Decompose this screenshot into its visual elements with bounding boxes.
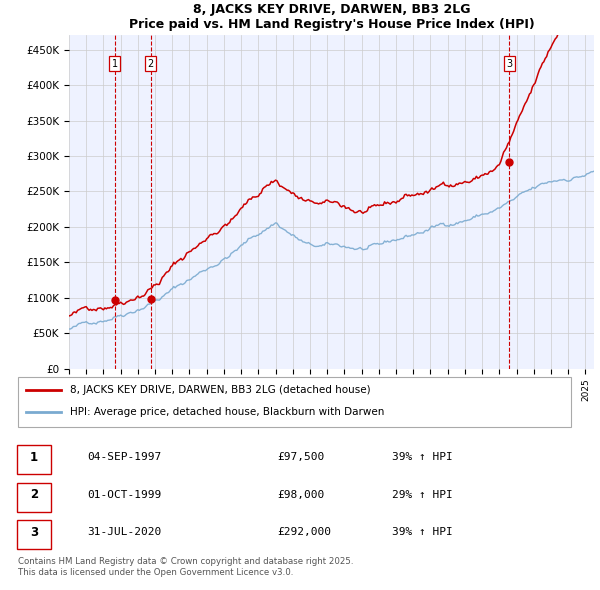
Bar — [17, 520, 51, 549]
Text: 1: 1 — [112, 59, 118, 68]
Text: HPI: Average price, detached house, Blackburn with Darwen: HPI: Average price, detached house, Blac… — [70, 407, 384, 417]
Text: 8, JACKS KEY DRIVE, DARWEN, BB3 2LG (detached house): 8, JACKS KEY DRIVE, DARWEN, BB3 2LG (det… — [70, 385, 370, 395]
Text: 2: 2 — [30, 488, 38, 501]
Text: £97,500: £97,500 — [277, 452, 324, 462]
Text: 2: 2 — [148, 59, 154, 68]
Text: 1: 1 — [30, 451, 38, 464]
Text: 04-SEP-1997: 04-SEP-1997 — [87, 452, 161, 462]
Bar — [17, 483, 51, 512]
Text: 01-OCT-1999: 01-OCT-1999 — [87, 490, 161, 500]
Bar — [17, 445, 51, 474]
Text: 3: 3 — [506, 59, 512, 68]
Text: Contains HM Land Registry data © Crown copyright and database right 2025.
This d: Contains HM Land Registry data © Crown c… — [18, 558, 353, 577]
FancyBboxPatch shape — [18, 378, 571, 427]
Text: 29% ↑ HPI: 29% ↑ HPI — [392, 490, 453, 500]
Text: £98,000: £98,000 — [277, 490, 324, 500]
Text: 39% ↑ HPI: 39% ↑ HPI — [392, 527, 453, 537]
Text: £292,000: £292,000 — [277, 527, 331, 537]
Text: 31-JUL-2020: 31-JUL-2020 — [87, 527, 161, 537]
Text: 3: 3 — [30, 526, 38, 539]
Text: 39% ↑ HPI: 39% ↑ HPI — [392, 452, 453, 462]
Title: 8, JACKS KEY DRIVE, DARWEN, BB3 2LG
Price paid vs. HM Land Registry's House Pric: 8, JACKS KEY DRIVE, DARWEN, BB3 2LG Pric… — [128, 4, 535, 31]
